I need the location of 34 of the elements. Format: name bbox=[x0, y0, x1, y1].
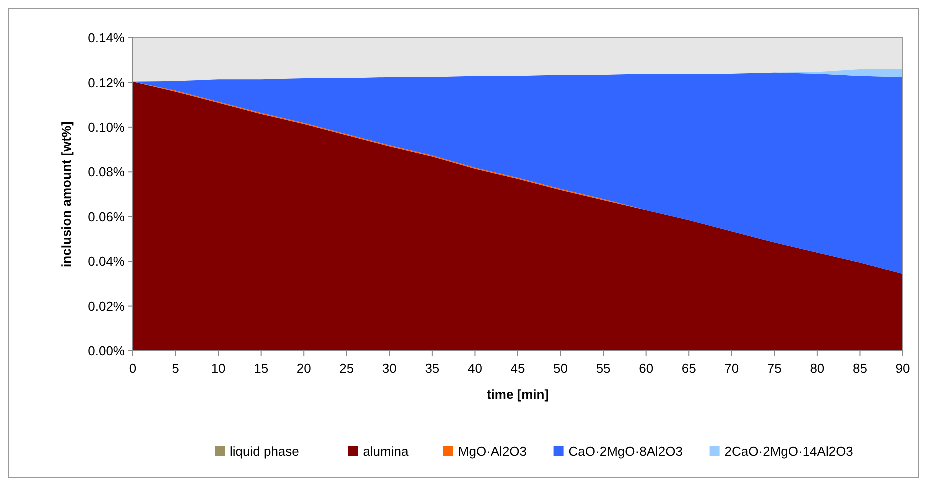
x-tick-label: 60 bbox=[639, 361, 654, 376]
y-tick-label: 0.02% bbox=[88, 298, 126, 314]
y-tick-label: 0.10% bbox=[88, 120, 126, 135]
legend-label: alumina bbox=[363, 444, 410, 459]
y-tick-label: 0.12% bbox=[88, 75, 126, 90]
x-tick-label: 70 bbox=[724, 361, 740, 376]
x-tick-label: 25 bbox=[340, 361, 354, 376]
x-axis-title: time [min] bbox=[486, 387, 550, 402]
x-tick-label: 55 bbox=[596, 361, 611, 376]
y-tick-label: 0.00% bbox=[88, 344, 126, 359]
x-tick-label: 65 bbox=[682, 361, 696, 376]
y-tick-label: 0.06% bbox=[88, 209, 126, 224]
x-tick-label: 75 bbox=[767, 361, 782, 376]
x-tick-label: 5 bbox=[172, 361, 180, 376]
x-tick-label: 45 bbox=[510, 361, 526, 376]
x-tick-label: 50 bbox=[554, 361, 568, 376]
x-tick-label: 20 bbox=[296, 361, 312, 376]
x-tick-label: 90 bbox=[896, 361, 910, 376]
y-tick-label: 0.14% bbox=[88, 30, 126, 46]
x-tick-label: 0 bbox=[129, 361, 137, 376]
y-tick-label: 0.08% bbox=[88, 164, 126, 180]
x-tick-label: 10 bbox=[211, 361, 226, 376]
x-tick-label: 80 bbox=[810, 361, 825, 376]
legend-label: MgO·Al2O3 bbox=[458, 444, 528, 459]
x-tick-label: 35 bbox=[425, 361, 440, 376]
legend-label: CaO·2MgO·8Al2O3 bbox=[568, 444, 683, 459]
legend-label: liquid phase bbox=[230, 444, 300, 459]
x-tick-label: 40 bbox=[468, 361, 482, 376]
y-tick-label: 0.04% bbox=[88, 254, 126, 270]
x-tick-label: 30 bbox=[382, 361, 397, 376]
x-tick-label: 15 bbox=[254, 361, 269, 376]
x-tick-label: 85 bbox=[852, 361, 868, 376]
legend-label: 2CaO·2MgO·14Al2O3 bbox=[724, 444, 854, 459]
y-axis-title: inclusion amount [wt%] bbox=[59, 122, 74, 268]
